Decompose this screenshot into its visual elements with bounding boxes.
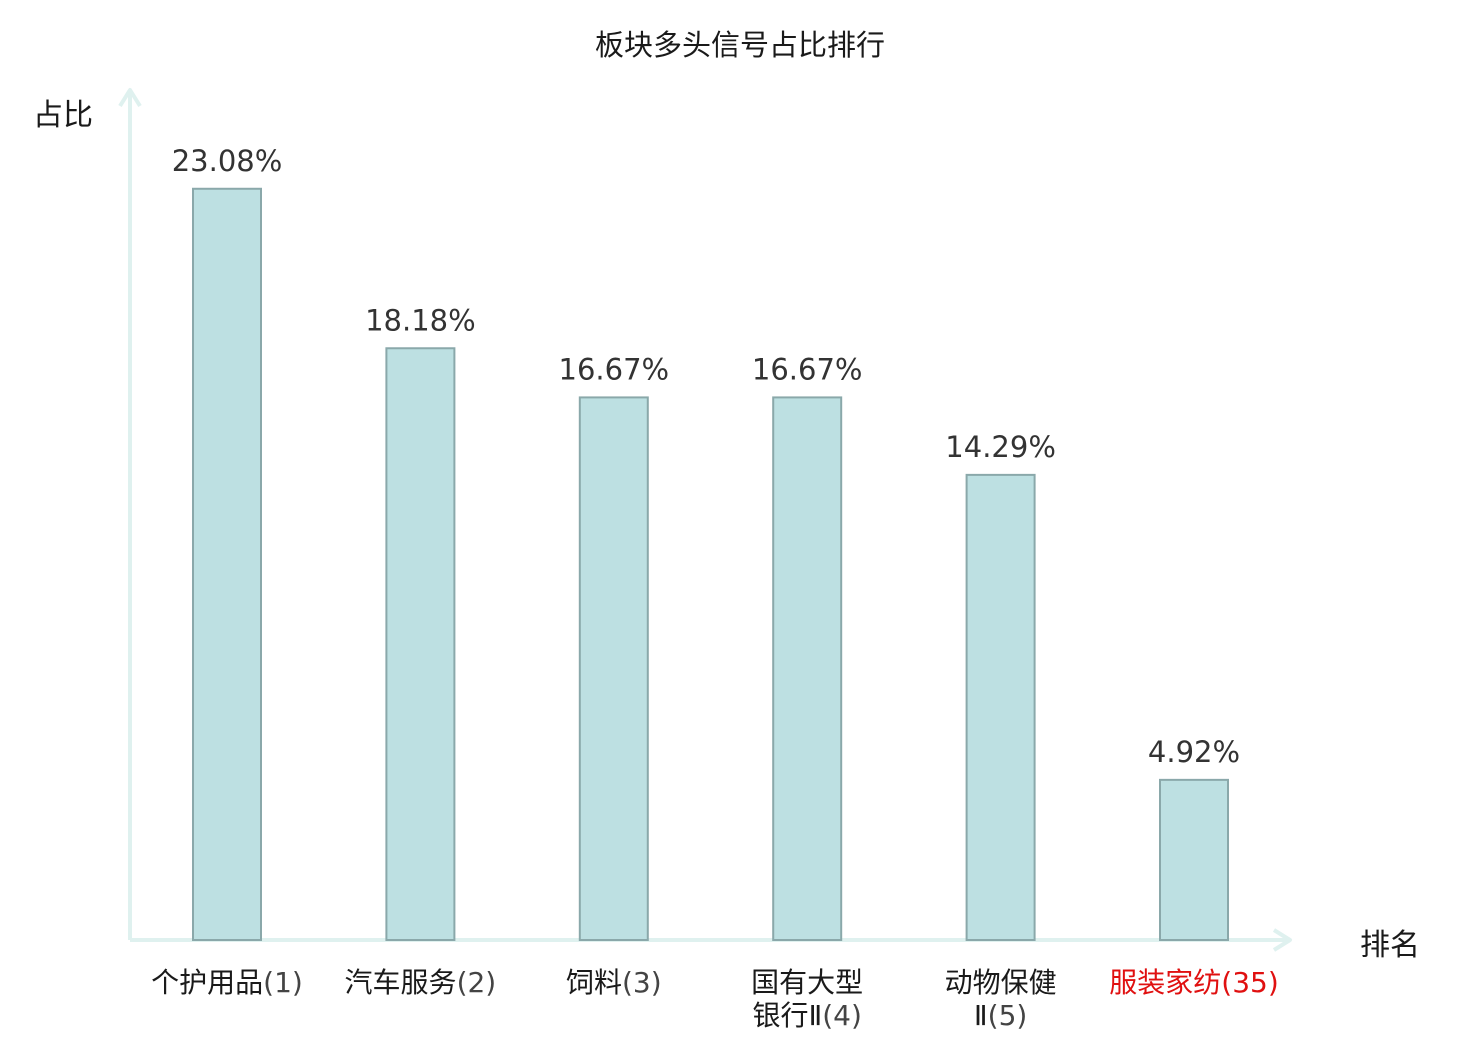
axes — [118, 88, 1292, 952]
data-label: 14.29% — [945, 430, 1056, 464]
x-tick-label-line: 国有大型 — [707, 966, 907, 999]
x-tick-label-line: 汽车服务(2) — [320, 966, 520, 999]
x-tick-label-rank: (5) — [987, 999, 1028, 1032]
x-tick-label-name: 汽车服务 — [344, 966, 457, 999]
x-tick-label: 动物保健 Ⅱ(5) — [901, 966, 1101, 1032]
data-label: 4.92% — [1148, 735, 1240, 769]
chart-title: 板块多头信号占比排行 — [594, 28, 885, 62]
x-tick-label-name: 饲料 — [565, 966, 622, 999]
x-tick-label-line: 银行Ⅱ(4) — [707, 999, 907, 1032]
x-tick-label: 汽车服务(2) — [320, 966, 520, 999]
data-label: 18.18% — [365, 303, 476, 337]
x-tick-label: 个护用品(1) — [127, 966, 327, 999]
bar — [578, 396, 649, 941]
x-axis-arrow-icon — [1272, 928, 1292, 952]
x-tick-label-line: 服装家纺(35) — [1094, 966, 1294, 999]
x-tick-label: 服装家纺(35) — [1094, 966, 1294, 999]
x-tick-label-name: Ⅱ — [973, 999, 988, 1032]
x-tick-label-rank: (3) — [621, 966, 662, 999]
bar — [772, 396, 843, 941]
x-tick-label-line: Ⅱ(5) — [901, 999, 1101, 1032]
bar — [385, 347, 456, 941]
data-label: 23.08% — [172, 144, 283, 178]
x-tick-label-name: 银行Ⅱ — [752, 999, 823, 1032]
x-tick-label-name: 动物保健 — [944, 966, 1057, 999]
x-tick-label-name: 个护用品 — [151, 966, 264, 999]
x-tick-label-name: 服装家纺 — [1109, 966, 1222, 999]
x-tick-label-line: 个护用品(1) — [127, 966, 327, 999]
x-axis-label: 排名 — [1360, 928, 1420, 963]
x-tick-label-name: 国有大型 — [751, 966, 864, 999]
x-tick-label-line: 动物保健 — [901, 966, 1101, 999]
x-tick-label: 饲料(3) — [514, 966, 714, 999]
y-axis-label: 占比 — [33, 98, 93, 133]
bar — [1159, 778, 1229, 941]
x-tick-label-rank: (35) — [1221, 966, 1279, 999]
bars-group — [192, 187, 1229, 942]
x-tick-label-rank: (2) — [456, 966, 497, 999]
x-tick-label-rank: (1) — [263, 966, 303, 999]
bar — [965, 473, 1036, 941]
x-tick-label-line: 饲料(3) — [514, 966, 714, 999]
bar — [192, 187, 262, 942]
x-tick-label-rank: (4) — [822, 999, 862, 1032]
x-tick-label: 国有大型 银行Ⅱ(4) — [707, 966, 907, 1032]
data-label: 16.67% — [559, 352, 670, 386]
value-labels-group: 23.08% 18.18% 16.67% 16.67% 14.29% 4.92% — [172, 144, 1240, 769]
y-axis-arrow-icon — [118, 88, 142, 108]
data-label: 16.67% — [752, 352, 863, 386]
